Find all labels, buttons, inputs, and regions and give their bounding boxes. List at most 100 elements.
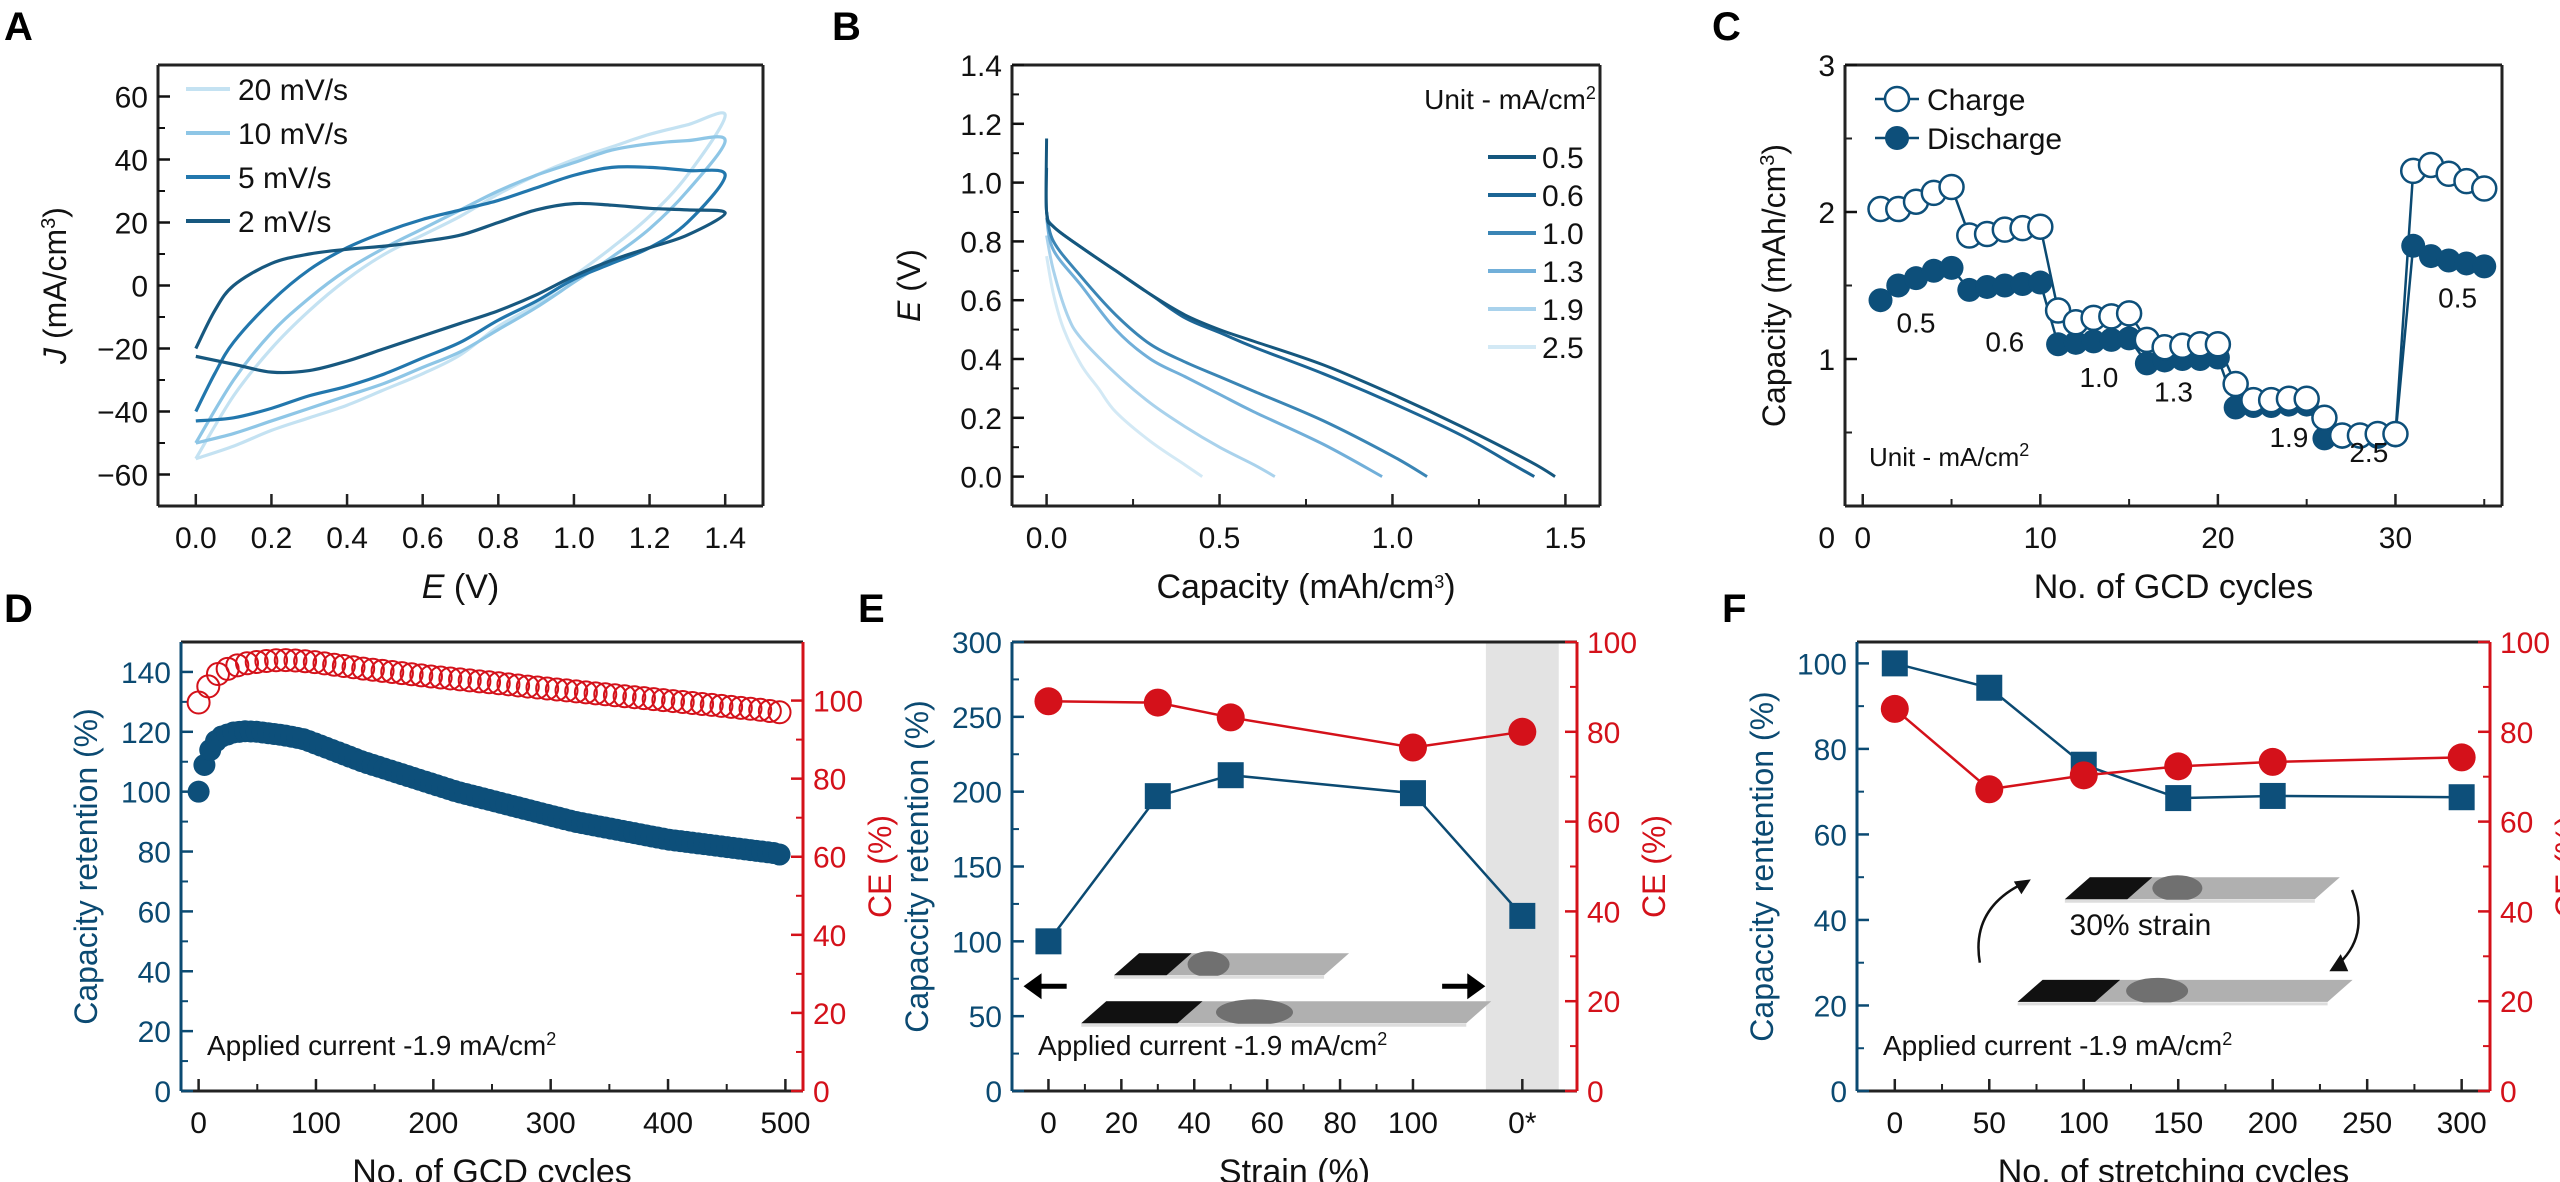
legend-label: 2.5	[1542, 332, 1584, 365]
y-axis-title-right: CE (%)	[862, 815, 898, 918]
legend-title: Unit - mA/cm2	[1424, 83, 1596, 115]
charge-point	[2027, 213, 2054, 240]
ce-point	[583, 681, 608, 706]
y-tick-label-left: 0	[154, 1076, 171, 1109]
ce-point	[661, 689, 686, 714]
retention-line	[1894, 662, 2462, 800]
x-axis-title: No. of GCD cycles	[2034, 568, 2314, 606]
ce-point	[709, 693, 734, 718]
legend-label: 1.0	[1542, 218, 1584, 251]
ce-point	[1508, 717, 1537, 746]
ce-point	[622, 685, 647, 710]
ce-point	[680, 690, 705, 715]
device-electrode	[2064, 877, 2153, 900]
discharge-point	[2046, 332, 2071, 357]
shaded-region	[1485, 642, 1559, 1091]
stretch-arrow-right-head	[1467, 973, 1486, 1000]
ce-point	[273, 648, 298, 673]
rate-label: 1.0	[2079, 362, 2118, 393]
legend-label: 0.6	[1542, 180, 1584, 213]
device-stretched-image	[1081, 999, 1492, 1027]
y-tick-label-left: 60	[138, 896, 171, 929]
device-electrode	[1081, 1001, 1203, 1024]
ce-point	[728, 695, 753, 720]
y-tick-label-right: 20	[1587, 986, 1620, 1019]
retention-point	[1035, 928, 1062, 955]
applied-current-annotation: Applied current -1.9 mA/cm2	[207, 1029, 556, 1061]
ce-point	[1143, 688, 1172, 717]
panel-b: 0.0 0.5 1.0 1.5 0.0 0.2 0.4 0.6 0.8 1.0 1.2 1.4 Unit…	[891, 50, 1602, 606]
legend-label: 1.3	[1542, 256, 1584, 289]
y-tick-label-left: 40	[138, 956, 171, 989]
y-tick-label-left: 40	[1814, 905, 1847, 938]
gcd-curve	[1044, 138, 1556, 478]
x-tick-label: 30	[2379, 522, 2412, 555]
discharge-point	[1992, 273, 2017, 298]
y-tick-label-left: 1	[1818, 344, 1835, 377]
rate-label: 0.6	[1985, 327, 2024, 358]
y-tick-label-right: 40	[2500, 896, 2533, 929]
retention-point	[1217, 762, 1244, 789]
ce-point	[2447, 743, 2476, 772]
x-tick-label: 60	[1250, 1107, 1283, 1140]
ce-point	[525, 675, 550, 700]
ce-point	[564, 679, 589, 704]
x-tick-label: 0.2	[251, 522, 293, 555]
y-tick-label-right: 100	[2500, 627, 2550, 660]
x-tick-label: 0.5	[1199, 522, 1241, 555]
ce-point	[341, 655, 366, 680]
x-tick-label: 0*	[1508, 1107, 1537, 1140]
y-tick-label-left: 60	[115, 82, 148, 115]
y-axis-title-left: Capaccity rentention (%)	[1744, 691, 1780, 1041]
retention-point	[1976, 674, 2003, 701]
discharge-point	[2063, 330, 2088, 355]
y-tick-label-right: 80	[813, 764, 846, 797]
y-tick-label-left: 60	[1814, 819, 1847, 852]
y-tick-label-right: 100	[813, 686, 863, 719]
ce-point	[2069, 761, 2098, 790]
discharge-point	[1921, 258, 1946, 283]
gcd-curve	[1045, 211, 1428, 478]
y-origin-label: 0	[1818, 522, 1835, 555]
gcd-curve	[1045, 255, 1204, 478]
x-tick-label: 1.0	[553, 522, 595, 555]
x-tick-label: 0.0	[175, 522, 217, 555]
y-axis-title-left: Capacity retention (%)	[68, 708, 104, 1025]
retention-point	[187, 780, 210, 803]
x-tick-label: 40	[1178, 1107, 1211, 1140]
y-tick-label-left: 0	[985, 1076, 1002, 1109]
ce-point	[418, 664, 443, 689]
x-tick-label: 0	[190, 1107, 207, 1140]
y-tick-label-right: 20	[2500, 986, 2533, 1019]
y-tick-label-right: 80	[1587, 717, 1620, 750]
y-tick-label-left: 200	[952, 777, 1002, 810]
legend-label: 5 mV/s	[238, 162, 331, 195]
discharge-point	[2401, 233, 2426, 258]
ce-point	[351, 656, 376, 681]
charge-point	[2293, 385, 2320, 412]
ce-point	[370, 658, 395, 683]
cv-curve	[194, 135, 727, 445]
x-tick-label: 0	[1854, 522, 1871, 555]
ce-point	[631, 686, 656, 711]
device-unstretched-image	[2064, 875, 2340, 903]
discharge-point	[1868, 288, 1893, 313]
x-tick-label: 0.8	[477, 522, 519, 555]
legend-label: 0.5	[1542, 142, 1584, 175]
x-tick-label: 100	[291, 1107, 341, 1140]
legend-label: Discharge	[1927, 123, 2062, 156]
unit-annotation: Unit - mA/cm2	[1869, 440, 2029, 472]
cycle-arrow-up-head	[2013, 879, 2031, 895]
y-tick-label-right: 0	[1587, 1076, 1604, 1109]
device-electrode	[2017, 979, 2121, 1002]
y-tick-label-right: 0	[813, 1076, 830, 1109]
x-tick-label: 20	[2201, 522, 2234, 555]
ce-point	[535, 676, 560, 701]
applied-current-annotation: Applied current -1.9 mA/cm2	[1883, 1029, 2232, 1061]
x-tick-label: 300	[2437, 1107, 2487, 1140]
rate-label: 0.5	[1897, 308, 1936, 339]
x-tick-label: 400	[643, 1107, 693, 1140]
device-stretched-image	[2017, 977, 2353, 1006]
device-electrode	[1114, 953, 1192, 976]
y-tick-label-right: 0	[2500, 1076, 2517, 1109]
